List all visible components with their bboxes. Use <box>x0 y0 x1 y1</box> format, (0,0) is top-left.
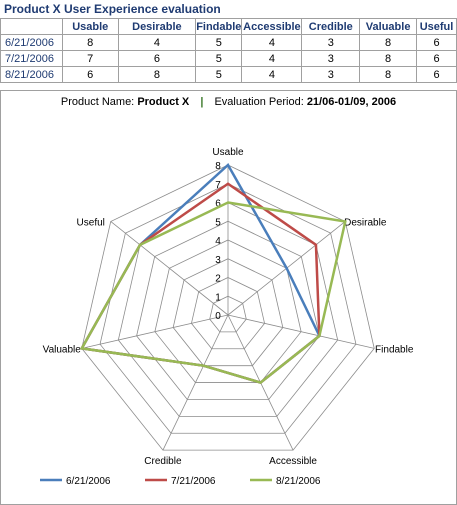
series-line <box>79 201 347 384</box>
tick-label: 4 <box>215 236 221 247</box>
grid-ring <box>154 239 302 383</box>
subtitle-separator: | <box>200 96 204 108</box>
tick-label: 1 <box>215 292 221 303</box>
tick-label: 7 <box>215 180 221 191</box>
category-label: Credible <box>144 456 182 467</box>
grid-ring <box>81 164 375 451</box>
category-label: Accessible <box>269 456 317 467</box>
category-label: Usable <box>212 147 244 158</box>
table-row: 8/21/2006 6 8 5 4 3 8 6 <box>0 66 457 83</box>
sheet-title: Product X User Experience evaluation <box>4 2 221 16</box>
product-name-label: Product Name: <box>60 96 135 108</box>
grid-ring <box>172 258 284 367</box>
series-line <box>79 163 321 384</box>
table-cell[interactable]: 5 <box>195 50 243 67</box>
category-label: Valuable <box>43 344 82 355</box>
category-label: Useful <box>77 217 105 228</box>
tick-label: 5 <box>215 217 221 228</box>
evaluation-table: Usable Desirable Findable Accessible Cre… <box>0 18 457 83</box>
tick-label: 2 <box>215 274 221 285</box>
grid-spoke <box>81 314 229 349</box>
chart-subtitle: Product Name: Product X | Evaluation Per… <box>0 96 457 108</box>
table-cell[interactable]: 4 <box>241 66 303 83</box>
tick-label: 6 <box>215 199 221 210</box>
table-cell[interactable]: 6 <box>416 66 457 83</box>
grid-ring <box>209 295 247 333</box>
category-label: Findable <box>375 344 414 355</box>
column-header[interactable]: Accessible <box>241 18 303 35</box>
table-header-row: Usable Desirable Findable Accessible Cre… <box>0 18 457 35</box>
column-header[interactable]: Credible <box>301 18 361 35</box>
grid-spoke <box>110 221 229 316</box>
category-label: Desirable <box>344 217 387 228</box>
legend-label: 8/21/2006 <box>276 476 321 487</box>
tick-label: 0 <box>215 311 221 322</box>
grid-ring <box>136 220 320 400</box>
row-date-cell[interactable]: 8/21/2006 <box>0 66 63 83</box>
evaluation-period-value: 21/06-01/09, 2006 <box>306 96 397 108</box>
grid-spoke <box>162 314 229 451</box>
tick-label: 8 <box>215 161 221 172</box>
evaluation-period-label: Evaluation Period: <box>214 96 304 108</box>
legend-label: 7/21/2006 <box>171 476 216 487</box>
grid-ring <box>99 183 357 434</box>
row-date-cell[interactable]: 6/21/2006 <box>0 34 63 51</box>
table-cell[interactable]: 8 <box>117 66 197 83</box>
grid-ring <box>191 277 265 350</box>
grid-spoke <box>227 314 375 349</box>
table-cell[interactable]: 5 <box>195 66 243 83</box>
grid-ring <box>117 202 339 417</box>
table-row: 6/21/2006 8 4 5 4 3 8 6 <box>0 34 457 51</box>
table-cell[interactable]: 6 <box>61 66 119 83</box>
product-name-value: Product X <box>137 96 190 108</box>
legend-label: 6/21/2006 <box>66 476 111 487</box>
tick-label: 3 <box>215 255 221 266</box>
